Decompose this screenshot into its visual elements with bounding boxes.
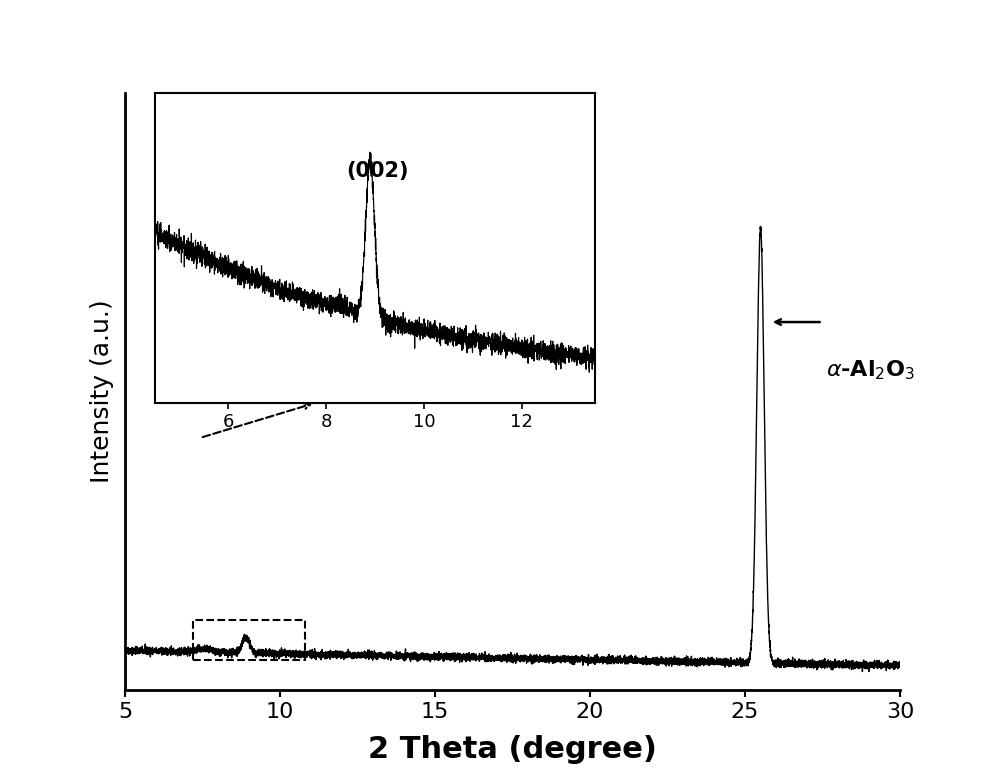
Text: $\alpha$-Al$_2$O$_3$: $\alpha$-Al$_2$O$_3$ bbox=[826, 358, 915, 382]
Text: (002): (002) bbox=[346, 160, 409, 181]
X-axis label: 2 Theta (degree): 2 Theta (degree) bbox=[368, 735, 657, 764]
Bar bbox=[193, 621, 305, 660]
Y-axis label: Intensity (a.u.): Intensity (a.u.) bbox=[90, 300, 114, 483]
